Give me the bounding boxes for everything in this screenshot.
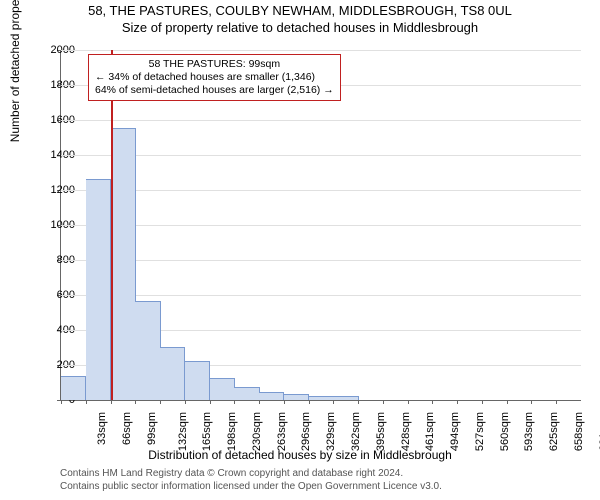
footnote-line2: Contains public sector information licen… xyxy=(60,481,442,494)
histogram-bar xyxy=(333,396,358,401)
histogram-bar xyxy=(234,387,259,400)
xtick-mark xyxy=(333,400,334,404)
xtick-mark xyxy=(383,400,384,404)
histogram-bar xyxy=(86,179,111,401)
annotation-line2: ← 34% of detached houses are smaller (1,… xyxy=(95,71,334,84)
xtick-label: 461sqm xyxy=(424,412,436,451)
xtick-label: 99sqm xyxy=(146,412,158,445)
chart-title-line2: Size of property relative to detached ho… xyxy=(0,20,600,35)
footnote: Contains HM Land Registry data © Crown c… xyxy=(60,468,442,493)
xtick-mark xyxy=(210,400,211,404)
xtick-mark xyxy=(432,400,433,404)
xtick-mark xyxy=(556,400,557,404)
xtick-label: 230sqm xyxy=(251,412,263,451)
histogram-bar xyxy=(111,128,136,400)
xtick-mark xyxy=(185,400,186,404)
histogram-bar xyxy=(309,396,334,401)
plot-area xyxy=(60,50,581,401)
histogram-bar xyxy=(135,301,160,400)
xtick-mark xyxy=(457,400,458,404)
histogram-bar xyxy=(259,392,284,400)
xtick-label: 329sqm xyxy=(325,412,337,451)
histogram-bar xyxy=(185,361,210,400)
xtick-mark xyxy=(408,400,409,404)
grid-line xyxy=(61,50,581,51)
xtick-mark xyxy=(234,400,235,404)
xtick-mark xyxy=(86,400,87,404)
xtick-mark xyxy=(284,400,285,404)
xtick-label: 395sqm xyxy=(375,412,387,451)
annotation-line3: 64% of semi-detached houses are larger (… xyxy=(95,84,334,97)
grid-line xyxy=(61,155,581,156)
xtick-label: 494sqm xyxy=(449,412,461,451)
annotation-box: 58 THE PASTURES: 99sqm ← 34% of detached… xyxy=(88,54,341,101)
xtick-label: 625sqm xyxy=(548,412,560,451)
xtick-mark xyxy=(111,400,112,404)
xtick-label: 33sqm xyxy=(96,412,108,445)
xtick-mark xyxy=(309,400,310,404)
xtick-label: 527sqm xyxy=(474,412,486,451)
xtick-mark xyxy=(259,400,260,404)
xtick-label: 362sqm xyxy=(350,412,362,451)
xtick-label: 263sqm xyxy=(276,412,288,451)
xtick-label: 198sqm xyxy=(226,412,238,451)
xtick-label: 132sqm xyxy=(177,412,189,451)
grid-line xyxy=(61,225,581,226)
xtick-label: 658sqm xyxy=(573,412,585,451)
xtick-label: 593sqm xyxy=(523,412,535,451)
grid-line xyxy=(61,190,581,191)
histogram-bar xyxy=(210,378,235,400)
xtick-mark xyxy=(482,400,483,404)
xtick-mark xyxy=(160,400,161,404)
xtick-label: 296sqm xyxy=(301,412,313,451)
histogram-bar xyxy=(160,347,185,401)
xtick-mark xyxy=(531,400,532,404)
footnote-line1: Contains HM Land Registry data © Crown c… xyxy=(60,468,442,481)
xtick-label: 428sqm xyxy=(400,412,412,451)
histogram-bar xyxy=(284,394,309,400)
chart-title-line1: 58, THE PASTURES, COULBY NEWHAM, MIDDLES… xyxy=(0,3,600,18)
xtick-mark xyxy=(135,400,136,404)
annotation-line1: 58 THE PASTURES: 99sqm xyxy=(95,58,334,71)
xtick-label: 560sqm xyxy=(499,412,511,451)
grid-line xyxy=(61,295,581,296)
xtick-mark xyxy=(507,400,508,404)
y-axis-label: Number of detached properties xyxy=(8,0,22,142)
xtick-label: 165sqm xyxy=(202,412,214,451)
grid-line xyxy=(61,120,581,121)
xtick-label: 66sqm xyxy=(121,412,133,445)
grid-line xyxy=(61,260,581,261)
property-marker-line xyxy=(111,50,113,400)
histogram-bar xyxy=(61,376,86,400)
xtick-mark xyxy=(358,400,359,404)
